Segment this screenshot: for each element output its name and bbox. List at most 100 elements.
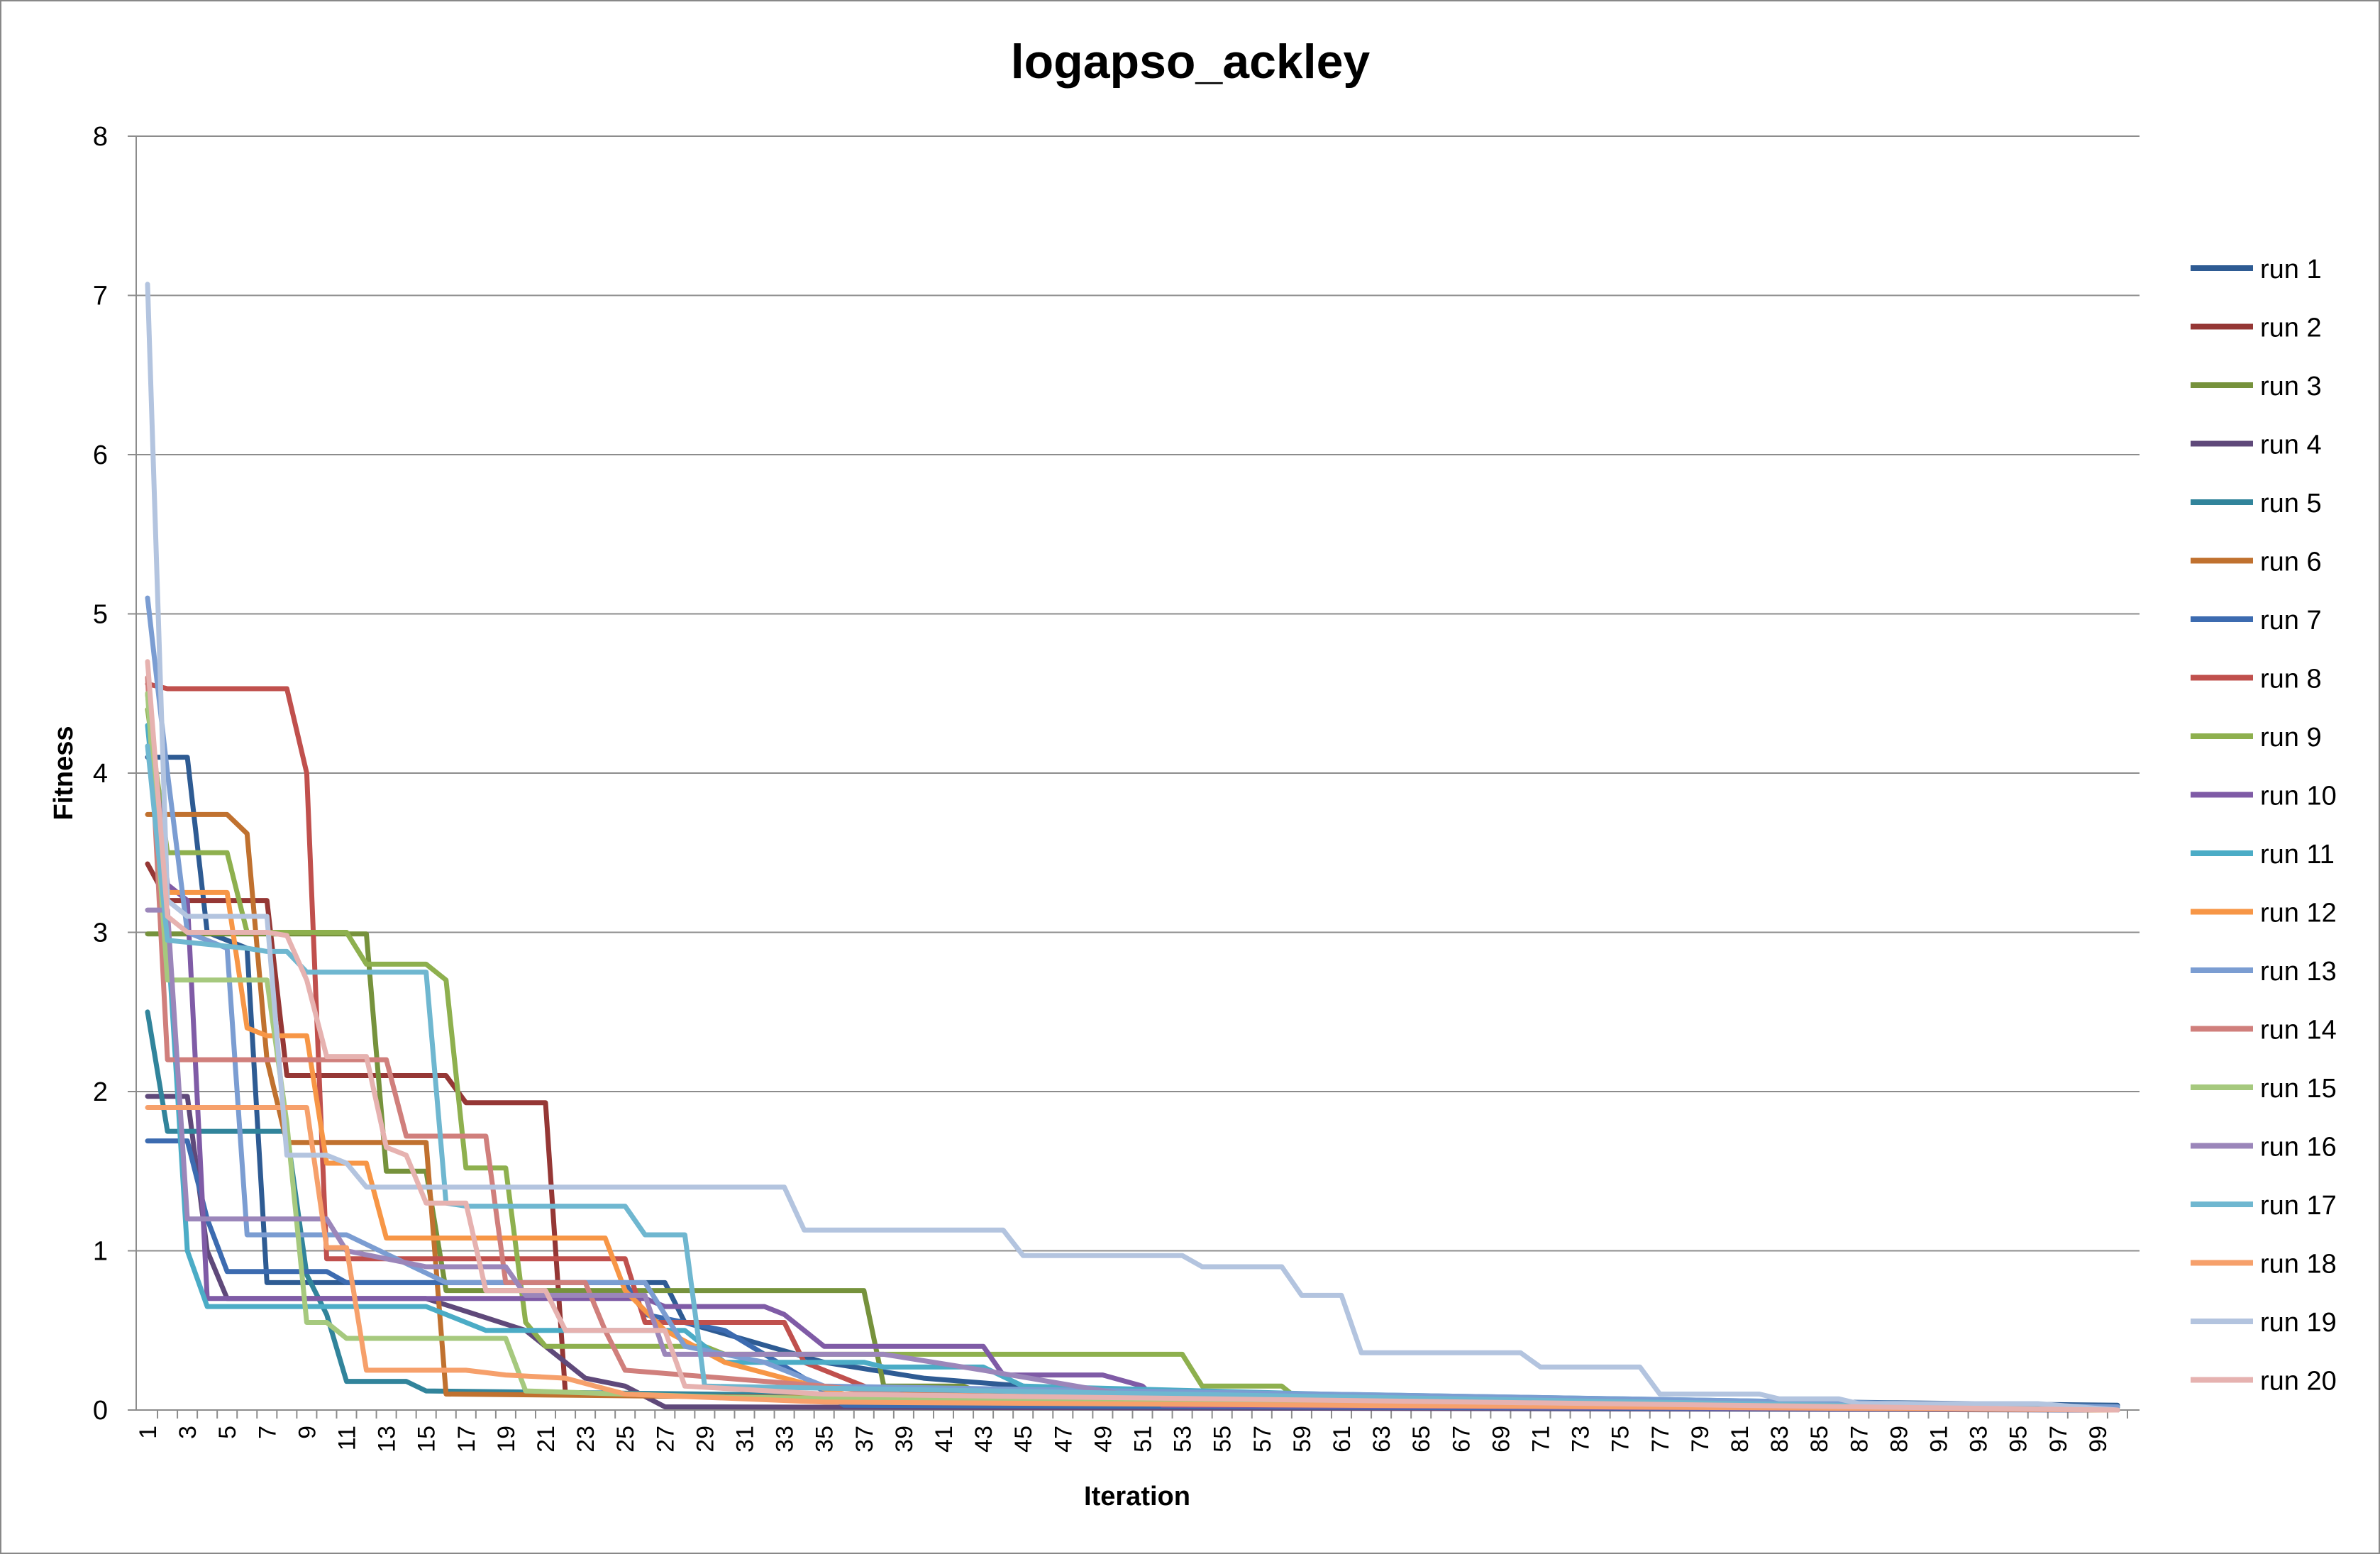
legend-label: run 20 <box>2260 1367 2337 1397</box>
x-tick-label: 49 <box>1090 1426 1117 1453</box>
x-tick-label: 29 <box>692 1426 719 1453</box>
legend-label: run 12 <box>2260 899 2337 928</box>
x-tick-label: 63 <box>1368 1426 1395 1453</box>
x-tick-label: 41 <box>931 1426 958 1453</box>
x-tick-label: 87 <box>1846 1426 1873 1453</box>
y-tick-label: 2 <box>93 1077 108 1107</box>
x-tick-label: 61 <box>1329 1426 1356 1453</box>
series-line <box>145 681 2120 1413</box>
x-tick-label: 83 <box>1766 1426 1793 1453</box>
x-tick-label: 11 <box>334 1426 361 1450</box>
x-tick-label: 3 <box>175 1426 201 1439</box>
x-tick-label: 23 <box>572 1426 599 1453</box>
legend-label: run 4 <box>2260 431 2322 460</box>
legend-label: run 11 <box>2260 840 2335 870</box>
x-tick-label: 79 <box>1687 1426 1714 1453</box>
x-tick-label: 35 <box>812 1426 838 1453</box>
x-tick-label: 59 <box>1289 1426 1316 1453</box>
series-line <box>145 691 2120 1413</box>
legend-label: run 9 <box>2260 723 2322 753</box>
legend-label: run 3 <box>2260 372 2322 401</box>
y-tick-label: 8 <box>93 122 108 152</box>
legend-label: run 14 <box>2260 1016 2337 1045</box>
legend: run 1 run 2 run 3 run 4 run 5 run 6 run 7 run 8… <box>2191 255 2337 1397</box>
x-axis-label: Iteration <box>1084 1482 1190 1511</box>
y-tick-label: 3 <box>93 918 108 948</box>
legend-label: run 7 <box>2260 606 2322 636</box>
x-tick-label: 67 <box>1448 1426 1475 1453</box>
series-line <box>145 659 2120 1413</box>
y-tick-label: 4 <box>93 759 108 789</box>
legend-label: run 15 <box>2260 1074 2337 1104</box>
legend-label: run 18 <box>2260 1250 2337 1280</box>
x-tick-label: 1 <box>135 1426 162 1439</box>
x-tick-label: 89 <box>1886 1426 1913 1453</box>
y-tick-label: 5 <box>93 600 108 630</box>
x-tick-label: 43 <box>970 1426 997 1453</box>
series-line <box>145 1105 2120 1413</box>
x-tick-label: 47 <box>1050 1426 1077 1453</box>
series-line <box>145 755 2120 1408</box>
x-tick-label: 21 <box>533 1426 560 1453</box>
y-tick-label: 6 <box>93 440 108 470</box>
series-line <box>145 907 2120 1413</box>
x-tick-label: 99 <box>2085 1426 2112 1453</box>
series-line <box>145 675 2120 1413</box>
legend-label: run 10 <box>2260 782 2337 811</box>
y-tick-label: 7 <box>93 282 108 311</box>
x-axis-ticks: 1 3 5 7 9 11 13 15 17 19 21 23 25 27 29 31 33 35 37 39 41 43 4… <box>135 1410 2128 1453</box>
y-tick-label: 0 <box>93 1396 108 1426</box>
legend-label: run 13 <box>2260 957 2337 987</box>
x-tick-label: 27 <box>652 1426 679 1453</box>
y-axis-ticks: 0 1 2 3 4 5 6 7 8 <box>93 122 136 1426</box>
series-line <box>145 1009 2120 1413</box>
x-tick-label: 7 <box>254 1426 281 1439</box>
x-tick-label: 25 <box>612 1426 639 1453</box>
x-tick-label: 57 <box>1249 1426 1276 1453</box>
x-tick-label: 81 <box>1727 1426 1754 1453</box>
x-tick-label: 53 <box>1170 1426 1197 1453</box>
legend-label: run 8 <box>2260 665 2322 694</box>
y-axis-label: Fitness <box>49 726 79 820</box>
legend-label: run 1 <box>2260 255 2322 284</box>
legend-label: run 6 <box>2260 548 2322 577</box>
x-tick-label: 31 <box>732 1426 759 1453</box>
chart-title: logapso_ackley <box>1011 35 1371 89</box>
x-tick-label: 85 <box>1806 1426 1833 1453</box>
series-lines <box>145 282 2120 1413</box>
x-tick-label: 39 <box>891 1426 918 1453</box>
x-tick-label: 13 <box>374 1426 401 1453</box>
x-tick-label: 73 <box>1568 1426 1595 1453</box>
legend-label: run 2 <box>2260 313 2322 343</box>
x-tick-label: 95 <box>2005 1426 2032 1453</box>
x-tick-label: 9 <box>294 1426 321 1439</box>
x-tick-label: 55 <box>1210 1426 1236 1453</box>
x-tick-label: 75 <box>1607 1426 1634 1453</box>
x-tick-label: 15 <box>414 1426 441 1453</box>
x-tick-label: 91 <box>1926 1426 1953 1453</box>
x-tick-label: 97 <box>2045 1426 2072 1453</box>
x-tick-label: 69 <box>1488 1426 1515 1453</box>
legend-label: run 5 <box>2260 489 2322 518</box>
legend-label: run 17 <box>2260 1191 2337 1221</box>
x-tick-label: 51 <box>1130 1426 1157 1453</box>
series-line <box>145 691 2120 1413</box>
y-tick-label: 1 <box>93 1237 108 1267</box>
x-tick-label: 33 <box>772 1426 799 1453</box>
series-line <box>145 811 2120 1413</box>
x-tick-label: 93 <box>1966 1426 1993 1453</box>
x-tick-label: 37 <box>851 1426 878 1453</box>
x-tick-label: 19 <box>493 1426 520 1453</box>
series-line <box>145 723 2120 1409</box>
x-tick-label: 17 <box>453 1426 480 1453</box>
x-tick-label: 71 <box>1528 1426 1555 1453</box>
legend-label: run 16 <box>2260 1133 2337 1162</box>
x-tick-label: 45 <box>1010 1426 1037 1453</box>
series-line <box>145 282 2120 1413</box>
series-line <box>145 743 2120 1413</box>
x-tick-label: 77 <box>1647 1426 1674 1453</box>
x-tick-label: 5 <box>214 1426 241 1439</box>
gridlines <box>136 135 2140 1252</box>
